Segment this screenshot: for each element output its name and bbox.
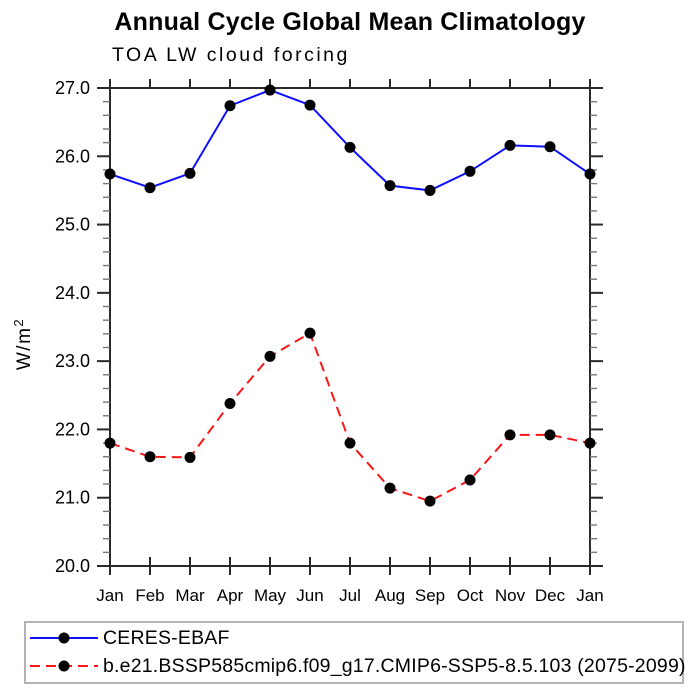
data-point [344,141,356,153]
y-tick-label: 26.0 [55,146,90,166]
x-tick-label: Jul [339,586,361,605]
legend-item-ceres: CERES-EBAF [26,624,682,652]
data-point [104,437,116,449]
series-line-1 [109,331,591,503]
data-point [224,100,236,112]
data-point [264,350,276,362]
x-tick-label: Sep [415,586,445,605]
legend-item-model: b.e21.BSSP585cmip6.f09_g17.CMIP6-SSP5-8.… [26,652,685,680]
legend-swatch-dashed-line-icon [30,660,98,672]
legend-marker [58,632,70,644]
x-tick-label: Jan [96,586,123,605]
legend-swatch-solid-line-icon [30,632,98,644]
legend-marker [58,660,70,672]
data-point [344,437,356,449]
legend-label-model: b.e21.BSSP585cmip6.f09_g17.CMIP6-SSP5-8.… [103,654,686,677]
chart-subtitle: TOA LW cloud forcing [112,44,350,66]
x-tick-label: Oct [457,586,484,605]
data-point [424,495,436,507]
x-tick-label: Jun [296,586,323,605]
data-point [264,84,276,96]
y-tick-label: 23.0 [55,351,90,371]
y-tick-label: 24.0 [55,283,90,303]
data-point [464,474,476,486]
y-tick-label: 27.0 [55,78,90,98]
y-tick-label: 21.0 [55,488,90,508]
data-point [184,167,196,179]
data-point [304,327,316,339]
x-tick-label: Dec [535,586,566,605]
x-tick-label: Apr [217,586,244,605]
series-line-0 [109,88,591,192]
y-axis-title: W/m2 [11,318,35,370]
data-point [224,397,236,409]
x-tick-label: Jan [576,586,603,605]
data-point [504,139,516,151]
data-point [544,429,556,441]
x-tick-label: Feb [135,586,164,605]
plot-frame [109,87,591,567]
y-tick-label: 25.0 [55,215,90,235]
data-point [424,184,436,196]
data-point [384,482,396,494]
legend-label-ceres: CERES-EBAF [103,626,230,649]
legend-box: CERES-EBAF b.e21.BSSP585cmip6.f09_g17.CM… [24,621,685,684]
data-point [584,168,596,180]
data-point [384,180,396,192]
data-point [144,182,156,194]
data-point [304,99,316,111]
x-tick-label: Aug [375,586,405,605]
plot-area: Jan Feb Mar Apr May Jun Jul Aug Sep Oct Nov Dec Jan 2… [11,78,604,605]
data-point [144,451,156,463]
y-tick-label: 22.0 [55,419,90,439]
x-tick-label: May [254,586,287,605]
x-tick-label: Mar [175,586,205,605]
data-point [104,168,116,180]
data-point [184,451,196,463]
data-point [544,141,556,153]
x-tick-label: Nov [495,586,526,605]
data-point [504,429,516,441]
data-point [584,437,596,449]
y-tick-label: 20.0 [55,556,90,576]
data-point [464,165,476,177]
chart-title: Annual Cycle Global Mean Climatology [114,8,586,36]
